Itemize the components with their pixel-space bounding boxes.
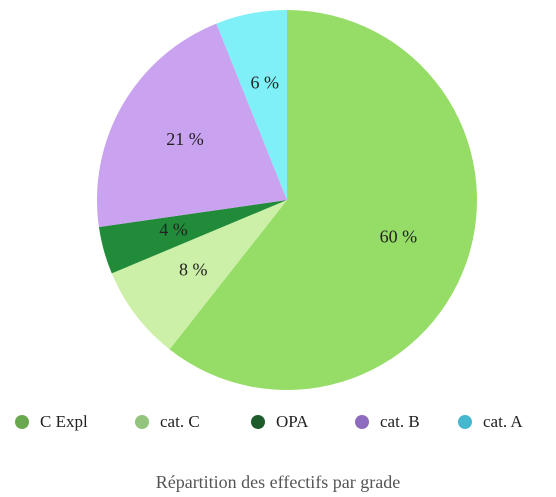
data-label: 8 %: [179, 259, 208, 279]
legend-label: cat. A: [483, 412, 523, 431]
data-label: 60 %: [380, 227, 418, 247]
legend-label: cat. B: [380, 412, 420, 431]
legend-marker: [251, 415, 265, 429]
chart-title: Répartition des effectifs par grade: [156, 472, 401, 492]
pie-slice: [216, 10, 287, 200]
legend-marker: [355, 415, 369, 429]
pie-slice: [98, 200, 287, 274]
pie-slice: [169, 10, 477, 390]
data-label: 6 %: [250, 72, 279, 92]
data-label: 4 %: [159, 220, 188, 240]
legend-label: OPA: [276, 412, 309, 431]
pie-slice: [97, 23, 288, 228]
legend-marker: [135, 415, 149, 429]
legend-marker: [458, 415, 472, 429]
pie-slice: [111, 200, 287, 350]
legend-label: cat. C: [160, 412, 200, 431]
data-label: 21 %: [166, 129, 204, 149]
legend-label: C Expl: [40, 412, 88, 431]
legend-marker: [15, 415, 29, 429]
